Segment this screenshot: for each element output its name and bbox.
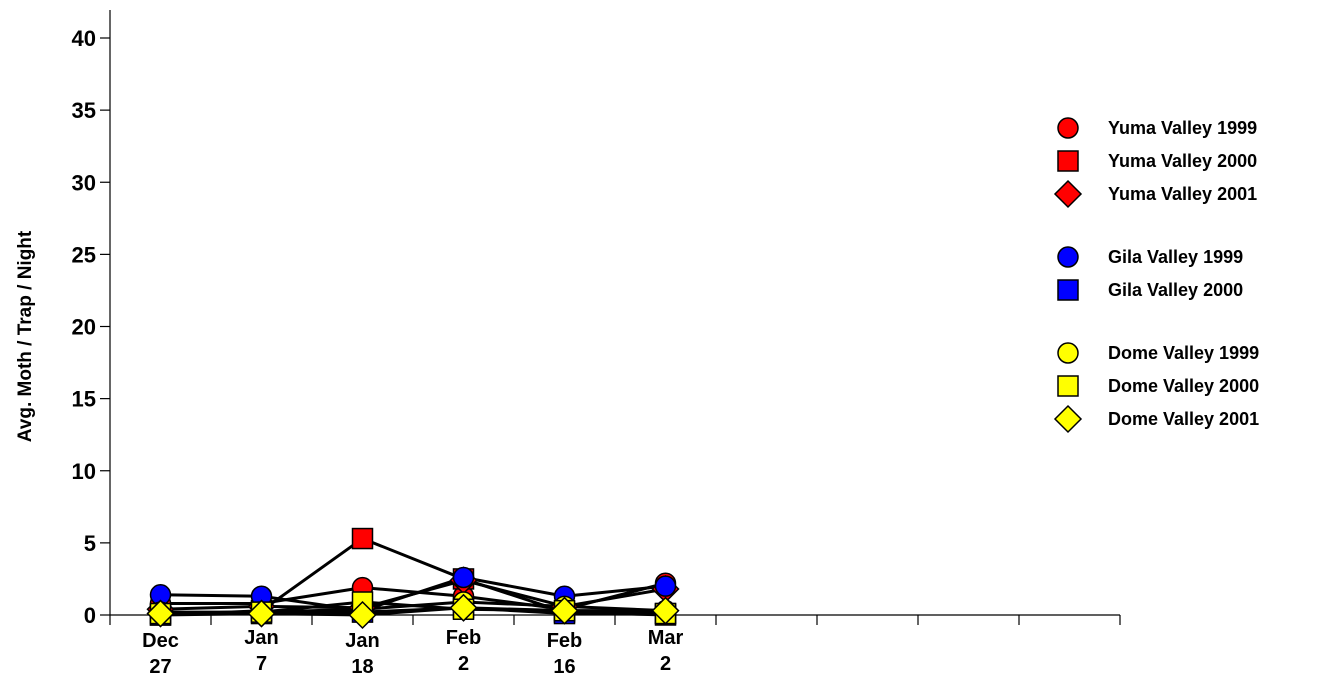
data-point-dome-valley-2001 bbox=[146, 599, 175, 628]
y-tick-label: 15 bbox=[72, 387, 96, 412]
y-tick-label: 25 bbox=[72, 242, 96, 267]
legend-label: Dome Valley 1999 bbox=[1108, 343, 1259, 363]
x-tick-label: 7 bbox=[256, 653, 267, 675]
y-axis-title: Avg. Moth / Trap / Night bbox=[15, 230, 36, 442]
data-point-dome-valley-2001 bbox=[348, 600, 377, 630]
legend: Yuma Valley 1999 Yuma Valley 2000 Yuma Val… bbox=[1053, 117, 1259, 434]
x-tick-label: 2 bbox=[660, 653, 671, 675]
legend-marker-dome-valley-1999 bbox=[1057, 342, 1079, 364]
legend-marker-dome-valley-2001 bbox=[1053, 404, 1083, 434]
data-point-dome-valley-2001 bbox=[651, 596, 680, 625]
x-tick-label: 2 bbox=[458, 653, 469, 675]
data-point-dome-valley-2001 bbox=[247, 599, 276, 628]
axes bbox=[109, 10, 1120, 616]
series-markers bbox=[146, 527, 680, 630]
legend-marker-dome-valley-2000 bbox=[1057, 375, 1079, 397]
y-tick-label: 20 bbox=[72, 315, 96, 340]
data-point-gila-valley-1999 bbox=[654, 575, 677, 597]
x-axis-ticks: Dec 27 Jan 7 Jan 18 Feb 2 Feb 16 Mar 2 bbox=[109, 615, 1121, 678]
legend-label: Yuma Valley 2001 bbox=[1108, 184, 1257, 204]
data-point-gila-valley-1999 bbox=[452, 566, 475, 589]
legend-label: Yuma Valley 1999 bbox=[1108, 118, 1257, 138]
y-tick-label: 0 bbox=[84, 603, 96, 628]
y-axis-ticks: 0 5 10 15 20 25 30 35 40 bbox=[72, 26, 110, 628]
legend-marker-yuma-valley-2001 bbox=[1053, 179, 1083, 209]
x-tick-label: Feb bbox=[446, 627, 482, 649]
series-line-dome-valley-2001 bbox=[160, 606, 666, 617]
legend-label: Dome Valley 2000 bbox=[1108, 376, 1259, 396]
x-tick-label: 18 bbox=[351, 656, 373, 678]
legend-marker-gila-valley-2000 bbox=[1057, 279, 1079, 301]
legend-marker-yuma-valley-2000 bbox=[1057, 150, 1079, 172]
y-tick-label: 5 bbox=[84, 531, 96, 556]
y-tick-label: 30 bbox=[72, 170, 96, 195]
series-lines bbox=[160, 537, 666, 617]
legend-label: Dome Valley 2001 bbox=[1108, 409, 1259, 429]
y-tick-label: 10 bbox=[72, 459, 96, 484]
legend-label: Gila Valley 1999 bbox=[1108, 247, 1243, 267]
legend-marker-gila-valley-1999 bbox=[1057, 246, 1079, 268]
series-line-gila-valley-1999 bbox=[160, 575, 666, 613]
data-point-dome-valley-2001 bbox=[449, 593, 478, 622]
x-tick-label: Jan bbox=[244, 627, 278, 649]
x-tick-label: 16 bbox=[553, 656, 575, 678]
data-point-dome-valley-2001 bbox=[550, 596, 579, 625]
data-point-yuma-valley-2000 bbox=[351, 527, 374, 550]
x-tick-label: 27 bbox=[149, 656, 171, 678]
x-tick-label: Feb bbox=[547, 630, 583, 652]
x-tick-label: Mar bbox=[648, 627, 684, 649]
legend-marker-yuma-valley-1999 bbox=[1057, 117, 1079, 139]
legend-label: Gila Valley 2000 bbox=[1108, 280, 1243, 300]
x-tick-label: Dec bbox=[142, 630, 179, 652]
legend-label: Yuma Valley 2000 bbox=[1108, 151, 1257, 171]
y-tick-label: 35 bbox=[72, 98, 96, 123]
y-tick-label: 40 bbox=[72, 26, 96, 51]
x-tick-label: Jan bbox=[345, 630, 379, 652]
